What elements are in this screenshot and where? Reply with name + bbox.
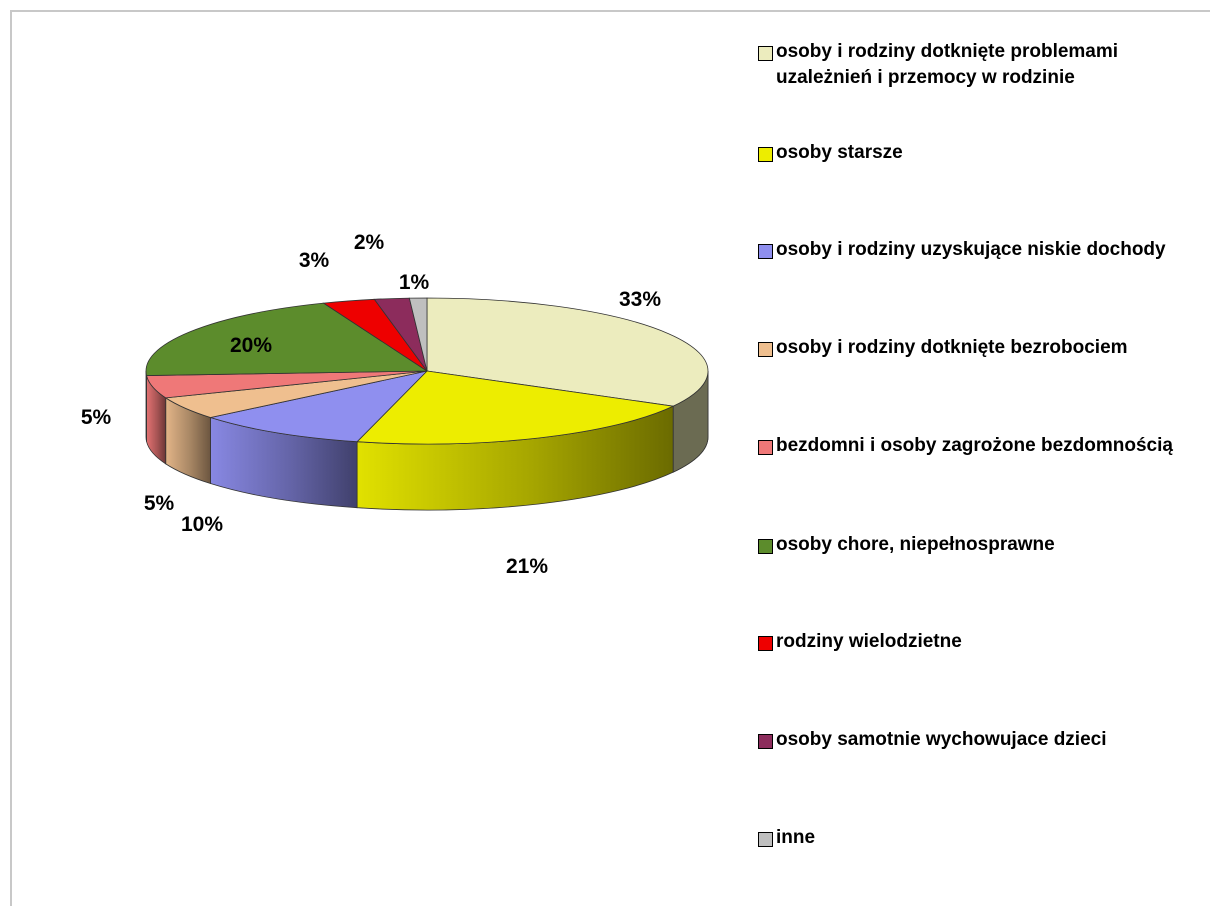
data-label-osoby-chore-niepelnosprawne: 20% xyxy=(230,334,272,357)
legend-swatch xyxy=(758,734,773,749)
legend-label-line: osoby starsze xyxy=(776,142,903,163)
legend-item-osoby-starsze: osoby starsze xyxy=(758,140,903,166)
pie-slice-osoby-i-rodziny-dotkniete-problemami-uza xyxy=(426,297,709,407)
legend-label-line: inne xyxy=(776,827,816,848)
legend-label: osoby samotnie wychowujace dzieci xyxy=(776,727,1107,753)
legend-item-osoby-samotnie-wychowujace-dzieci: osoby samotnie wychowujace dzieci xyxy=(758,727,1107,753)
legend-label-line: uzależnień i przemocy w rodzinie xyxy=(776,67,1075,88)
legend: osoby i rodziny dotknięte problemami uzal… xyxy=(748,0,1210,906)
legend-label-line: bezdomni i osoby zagrożone bezdomnością xyxy=(776,435,1173,456)
legend-swatch xyxy=(758,244,773,259)
legend-label-line: osoby i rodziny dotknięte problemami xyxy=(776,41,1119,62)
data-label-osoby-starsze: 21% xyxy=(506,555,548,578)
pie-slice-osoby-chore-niepelnosprawne xyxy=(145,302,429,376)
legend-item-osoby-chore-niepelnosprawne: osoby chore, niepełnosprawne xyxy=(758,532,1055,558)
legend-item-osoby-i-rodziny-uzyskujace-niskie-dochod: osoby i rodziny uzyskujące niskie dochod… xyxy=(758,237,1166,263)
legend-swatch xyxy=(758,147,773,162)
legend-item-osoby-i-rodziny-dotkniete-bezrobociem: osoby i rodziny dotknięte bezrobociem xyxy=(758,335,1128,361)
legend-label: osoby i rodziny uzyskujące niskie dochod… xyxy=(776,237,1166,263)
pie-slice-osoby-starsze xyxy=(356,370,675,445)
legend-label-line: osoby chore, niepełnosprawne xyxy=(776,534,1055,555)
legend-swatch xyxy=(758,46,773,61)
legend-item-bezdomni-i-osoby-zagrozone-bezdomnoscia: bezdomni i osoby zagrożone bezdomnością xyxy=(758,433,1173,459)
data-label-rodziny-wielodzietne: 3% xyxy=(299,249,330,272)
data-label-osoby-i-rodziny-dotkniete-bezrobociem: 5% xyxy=(144,492,175,515)
legend-label: bezdomni i osoby zagrożone bezdomnością xyxy=(776,433,1173,459)
data-label-osoby-samotnie-wychowujace-dzieci: 2% xyxy=(354,231,385,254)
pie-side-osoby-chore-niepelnosprawne xyxy=(145,370,147,442)
legend-label-line: osoby samotnie wychowujace dzieci xyxy=(776,729,1107,750)
legend-label: osoby starsze xyxy=(776,140,903,166)
pie-chart: 33% 21% 10% 5% 5% 20% 3% 2% 1% xyxy=(81,231,709,578)
data-label-inne: 1% xyxy=(399,271,430,294)
legend-swatch xyxy=(758,539,773,554)
legend-label: inne xyxy=(776,825,815,851)
legend-item-inne: inne xyxy=(758,825,815,851)
legend-label-line: osoby i rodziny uzyskujące niskie dochod… xyxy=(776,239,1166,260)
pie-slice-osoby-i-rodziny-uzyskujace-niskie-dochod xyxy=(208,370,429,443)
legend-label: osoby i rodziny dotknięte bezrobociem xyxy=(776,335,1128,361)
legend-label-line: rodziny wielodzietne xyxy=(776,631,962,652)
pie-slice-inne xyxy=(408,297,428,372)
legend-swatch xyxy=(758,832,773,847)
legend-swatch xyxy=(758,440,773,455)
legend-label: osoby chore, niepełnosprawne xyxy=(776,532,1055,558)
legend-label-line: osoby i rodziny dotknięte bezrobociem xyxy=(776,337,1128,358)
data-label-osoby-i-rodziny-dotkniete-problemami-uza: 33% xyxy=(619,288,661,311)
legend-swatch xyxy=(758,636,773,651)
legend-label: osoby i rodziny dotknięte problemami uzal… xyxy=(776,39,1118,91)
legend-item-rodziny-wielodzietne: rodziny wielodzietne xyxy=(758,629,962,655)
legend-item-osoby-i-rodziny-dotkniete-problemami-uza: osoby i rodziny dotknięte problemami uzal… xyxy=(758,39,1118,91)
data-label-bezdomni-i-osoby-zagrozone-bezdomnoscia: 5% xyxy=(81,406,112,429)
data-label-osoby-i-rodziny-uzyskujace-niskie-dochod: 10% xyxy=(181,513,223,536)
legend-label: rodziny wielodzietne xyxy=(776,629,962,655)
legend-swatch xyxy=(758,342,773,357)
